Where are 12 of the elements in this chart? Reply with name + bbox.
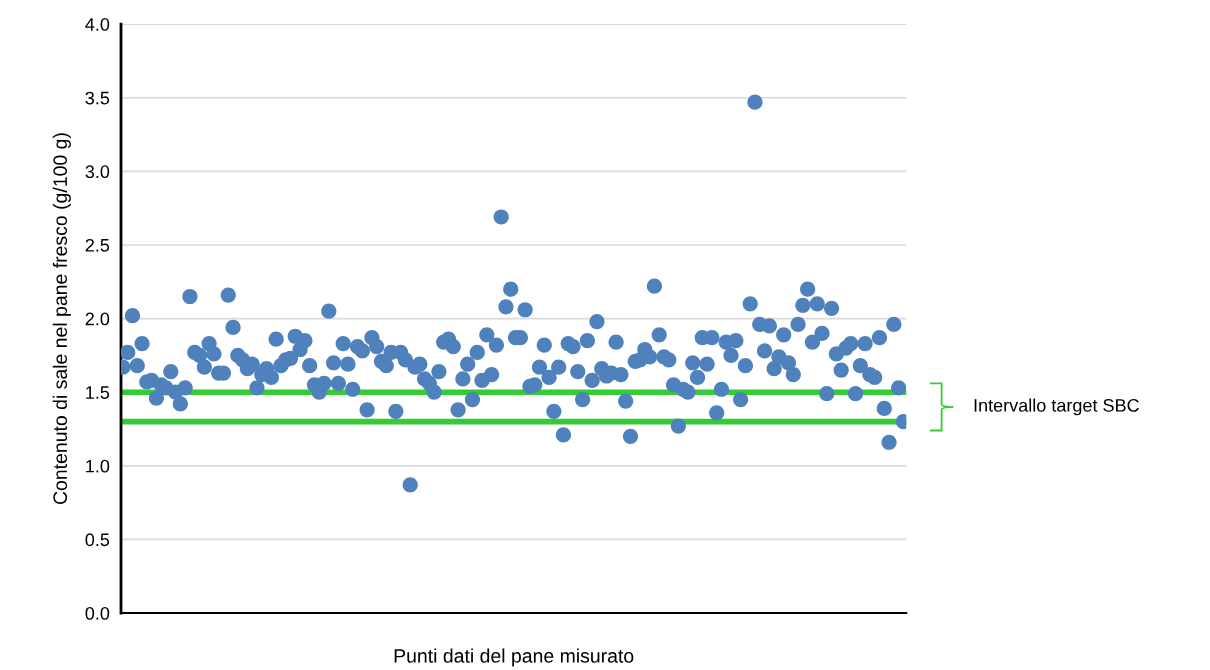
y-tick-label: 2.0: [85, 312, 110, 326]
text: Intervallo target SBC: [974, 398, 1139, 416]
y-tick-label: 3.0: [85, 165, 110, 179]
y-tick-label: 1.5: [86, 386, 110, 399]
y-tick-label: 0.0: [85, 606, 110, 620]
y-axis-title: Contenuto di sale nel pane fresco (g/100 g): [52, 133, 71, 505]
y-tick-label: 4.0: [85, 18, 110, 31]
y-tick-label: 0.5: [85, 533, 110, 547]
y-tick-label: 1.0: [86, 459, 110, 473]
y-tick-label: 2.5: [85, 238, 110, 252]
y-tick-label: 3.5: [85, 91, 110, 105]
x-axis-title: Punti dati del pane misurato: [394, 648, 634, 667]
